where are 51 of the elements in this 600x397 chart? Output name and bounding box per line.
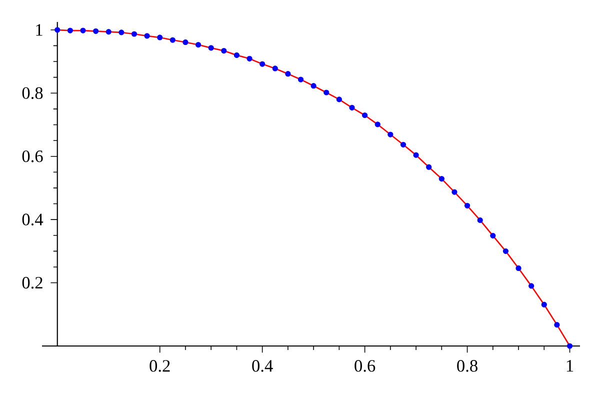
point (349, 104, 355, 110)
x-tick-label: 0.4 (252, 360, 273, 372)
point (246, 56, 252, 62)
point (477, 217, 483, 223)
point (54, 27, 60, 33)
point (336, 96, 342, 102)
point (195, 42, 202, 48)
point (221, 48, 227, 54)
point (400, 142, 406, 148)
point (452, 189, 458, 195)
point (272, 66, 278, 72)
point (106, 28, 112, 35)
point (464, 202, 470, 208)
y-tick-label: 0.6 (22, 150, 43, 162)
y-tick-label: 0.2 (22, 276, 42, 289)
point (298, 76, 304, 82)
y-tick-label: 0.8 (22, 87, 43, 100)
point (516, 265, 522, 272)
x-tick-label: 1 (566, 360, 574, 372)
point (67, 28, 73, 34)
point (362, 112, 368, 118)
point (554, 322, 560, 328)
point (388, 132, 394, 138)
point (131, 31, 138, 37)
x-tick-label: 0.6 (354, 360, 376, 372)
point (260, 61, 266, 67)
point (438, 176, 444, 182)
point (413, 152, 419, 158)
point (324, 90, 330, 96)
point (157, 34, 163, 40)
point (170, 37, 176, 43)
point (502, 248, 509, 254)
point (490, 232, 496, 238)
point (208, 45, 214, 51)
point (566, 343, 573, 349)
point (310, 83, 316, 89)
x-tick-label: 0.2 (150, 360, 170, 372)
y-tick-label: 1 (36, 24, 42, 36)
point (144, 33, 150, 39)
point (541, 302, 547, 308)
point (182, 39, 188, 46)
x-tick-label: 0.8 (457, 360, 478, 372)
point (285, 71, 291, 77)
y-tick-label: 0.4 (22, 214, 44, 226)
point (80, 28, 86, 34)
point (426, 164, 432, 170)
point (528, 283, 534, 289)
point (234, 52, 240, 58)
point (374, 122, 380, 128)
point (93, 28, 99, 34)
point (118, 30, 124, 36)
